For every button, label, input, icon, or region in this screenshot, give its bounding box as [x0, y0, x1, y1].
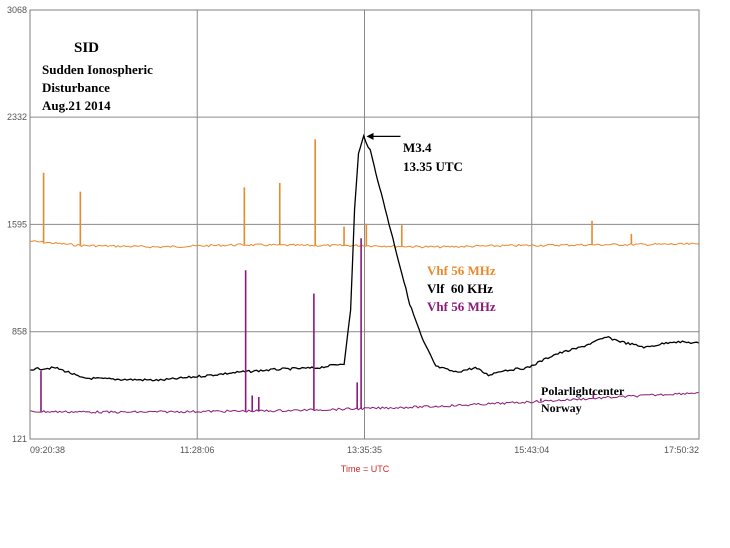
peak-arrow — [366, 132, 401, 140]
subtitle-line-3: Aug.21 2014 — [42, 98, 111, 113]
x-tick-label: 09:20:38 — [30, 445, 65, 455]
peak-label: M3.4 — [403, 140, 432, 155]
credit-line-2: Norway — [541, 401, 582, 415]
x-tick-labels: 09:20:38 11:28:06 13:35:35 15:43:04 17:50:32 — [30, 445, 699, 455]
series-layer — [29, 133, 700, 414]
y-tick-label: 2332 — [7, 112, 27, 122]
x-axis-label: Time = UTC — [341, 464, 390, 474]
series-line-2 — [29, 392, 699, 414]
subtitle-line-1: Sudden Ionospheric — [42, 62, 153, 77]
x-tick-label: 15:43:04 — [514, 445, 549, 455]
x-tick-label: 11:28:06 — [180, 445, 214, 455]
y-tick-label: 1595 — [7, 219, 27, 229]
credit-line-1: Polarlightcenter — [541, 384, 625, 398]
chart-title: SID — [74, 40, 99, 56]
y-tick-label: 858 — [12, 327, 27, 337]
series-line-1 — [29, 133, 700, 382]
peak-arrow-head — [366, 132, 374, 140]
x-tick-label: 13:35:35 — [347, 445, 382, 455]
subtitle-line-2: Disturbance — [42, 80, 110, 95]
x-tick-label: 17:50:32 — [664, 445, 699, 455]
series-line-0 — [29, 240, 700, 249]
legend-vlf-black: Vlf 60 KHz — [427, 281, 493, 296]
y-tick-labels: 3068 2332 1595 858 121 — [7, 5, 27, 444]
plot-frame — [29, 9, 700, 440]
legend-vhf-purple: Vhf 56 MHz — [427, 299, 496, 314]
peak-time-label: 13.35 UTC — [403, 159, 463, 174]
y-tick-label: 3068 — [7, 5, 27, 15]
legend-vhf-orange: Vhf 56 MHz — [427, 263, 496, 278]
y-tick-label: 121 — [12, 434, 27, 444]
